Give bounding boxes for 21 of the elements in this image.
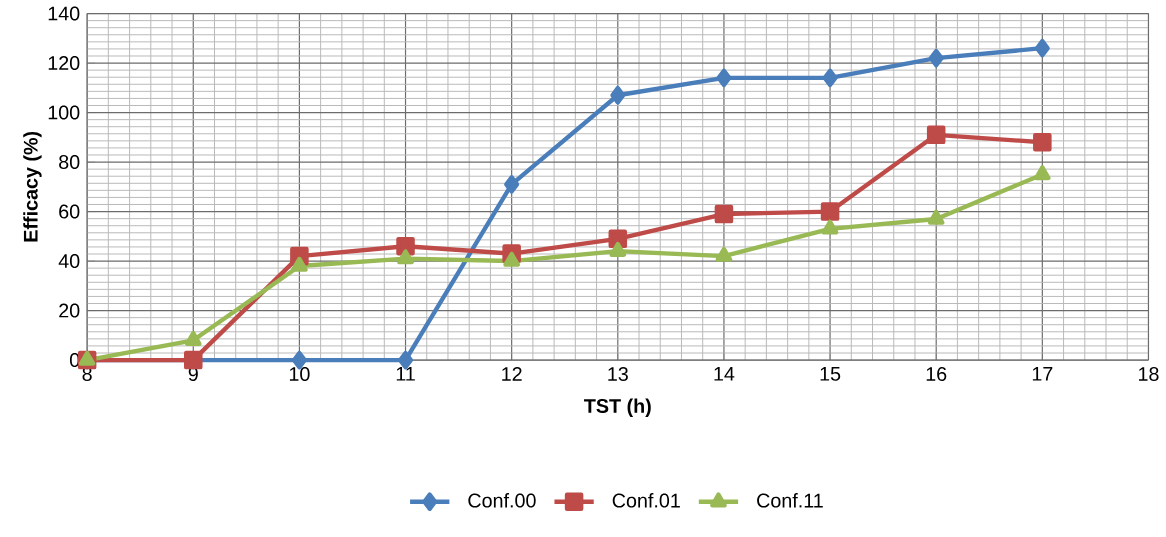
y-axis-title: Efficacy (%) bbox=[23, 131, 42, 242]
x-tick-label: 18 bbox=[1139, 366, 1159, 381]
y-tick-label: 100 bbox=[48, 105, 80, 120]
x-tick-label: 10 bbox=[289, 366, 310, 381]
x-tick-label: 17 bbox=[1032, 366, 1053, 381]
legend-label: Conf.00 bbox=[468, 492, 536, 508]
x-tick-label: 12 bbox=[502, 366, 522, 381]
x-axis-title: TST (h) bbox=[584, 398, 651, 417]
y-tick-label: 20 bbox=[59, 303, 80, 318]
y-tick-label: 80 bbox=[59, 154, 80, 169]
x-tick-label: 14 bbox=[714, 366, 735, 381]
x-tick-label: 15 bbox=[820, 366, 841, 381]
y-tick-label: 40 bbox=[58, 253, 80, 268]
y-tick-label: 140 bbox=[48, 6, 80, 21]
x-tick-label: 11 bbox=[396, 366, 415, 381]
x-tick-label: 13 bbox=[608, 366, 628, 381]
legend-label: Conf.01 bbox=[612, 492, 680, 508]
y-tick-label: 120 bbox=[48, 55, 80, 70]
y-tick-label: 60 bbox=[59, 204, 80, 219]
legend-label: Conf.11 bbox=[757, 492, 823, 508]
x-tick-label: 16 bbox=[926, 366, 947, 381]
